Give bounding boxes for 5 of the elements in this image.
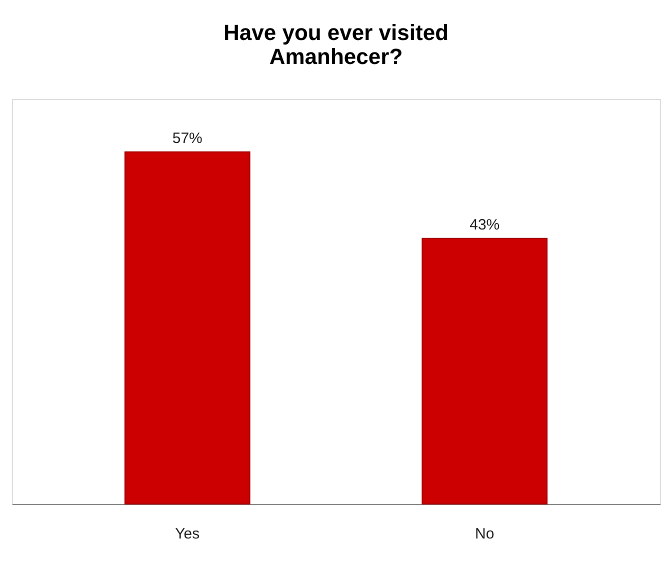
chart-title: Have you ever visited Amanhecer? xyxy=(223,20,449,69)
x-tick-label: No xyxy=(475,526,494,542)
data-label: 43% xyxy=(470,216,500,234)
data-label: 57% xyxy=(172,130,202,147)
x-tick-label: Yes xyxy=(175,526,200,542)
